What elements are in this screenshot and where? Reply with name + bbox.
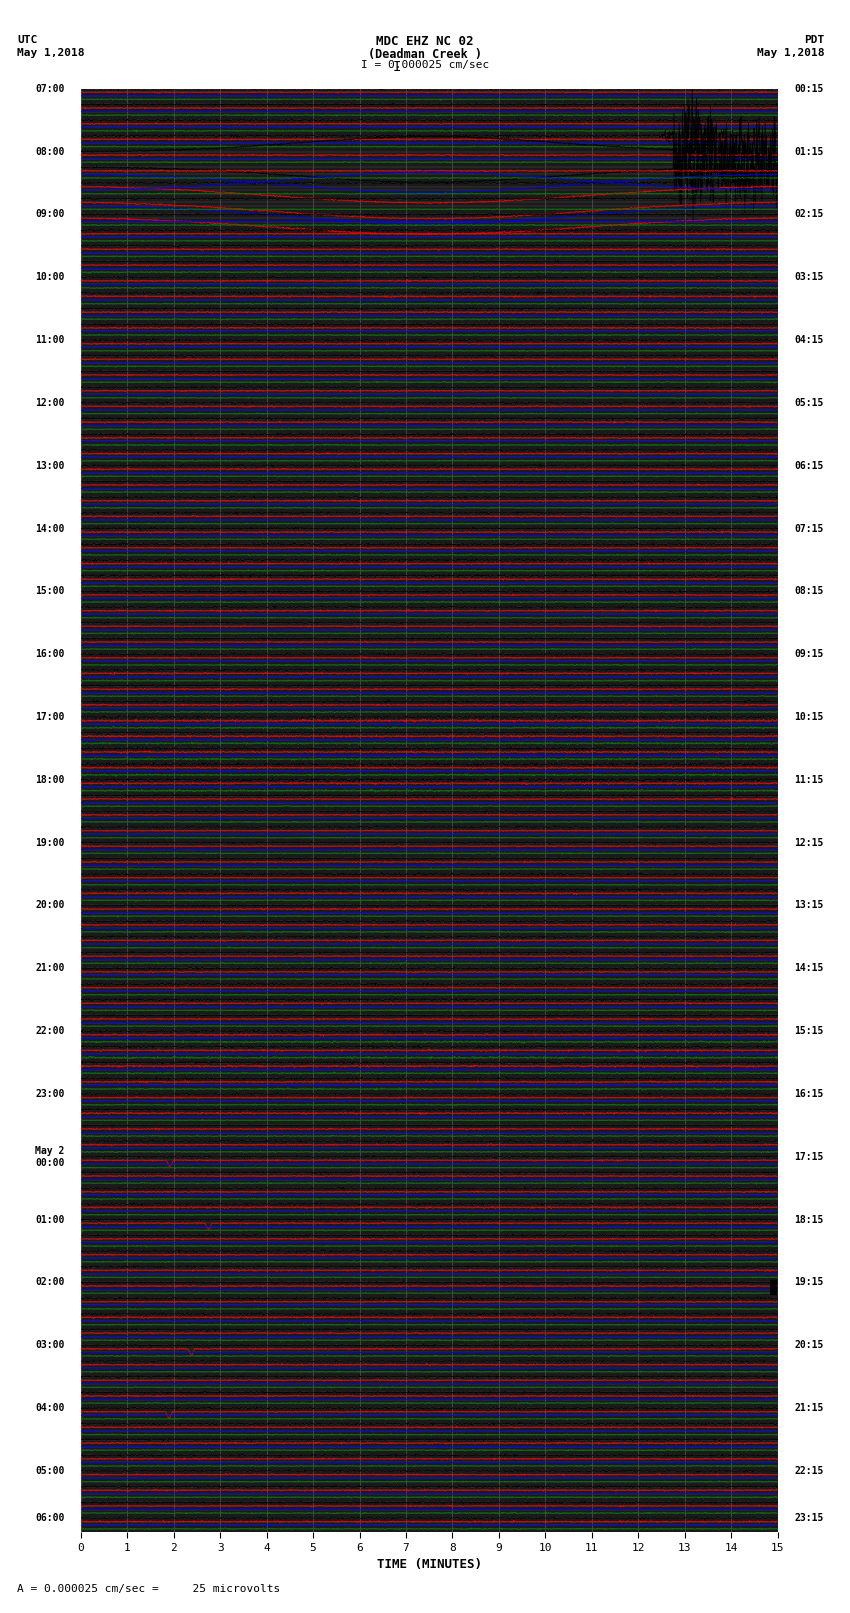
Text: 01:15: 01:15 — [794, 147, 824, 156]
Text: PDT: PDT — [804, 35, 824, 45]
Text: May 2
00:00: May 2 00:00 — [35, 1145, 65, 1168]
Text: 03:15: 03:15 — [794, 273, 824, 282]
Text: 12:00: 12:00 — [35, 398, 65, 408]
Text: 15:00: 15:00 — [35, 587, 65, 597]
Text: 23:15: 23:15 — [794, 1513, 824, 1523]
Text: 21:15: 21:15 — [794, 1403, 824, 1413]
Text: 15:15: 15:15 — [794, 1026, 824, 1036]
Text: 21:00: 21:00 — [35, 963, 65, 973]
Text: 12:15: 12:15 — [794, 837, 824, 848]
Text: 19:15: 19:15 — [794, 1277, 824, 1287]
Text: 11:15: 11:15 — [794, 774, 824, 786]
Text: 05:15: 05:15 — [794, 398, 824, 408]
Text: 07:00: 07:00 — [35, 84, 65, 94]
Text: 06:00: 06:00 — [35, 1513, 65, 1523]
Text: 22:15: 22:15 — [794, 1466, 824, 1476]
Text: May 1,2018: May 1,2018 — [17, 48, 84, 58]
Text: 20:00: 20:00 — [35, 900, 65, 910]
Text: I: I — [393, 60, 401, 74]
Text: 22:00: 22:00 — [35, 1026, 65, 1036]
Text: 11:00: 11:00 — [35, 336, 65, 345]
Text: 19:00: 19:00 — [35, 837, 65, 848]
Text: 17:15: 17:15 — [794, 1152, 824, 1161]
Text: 01:00: 01:00 — [35, 1215, 65, 1224]
Text: 02:00: 02:00 — [35, 1277, 65, 1287]
Text: 06:15: 06:15 — [794, 461, 824, 471]
Text: 10:00: 10:00 — [35, 273, 65, 282]
Text: 04:00: 04:00 — [35, 1403, 65, 1413]
Text: 04:15: 04:15 — [794, 336, 824, 345]
Text: 08:00: 08:00 — [35, 147, 65, 156]
Text: 05:00: 05:00 — [35, 1466, 65, 1476]
Text: 09:00: 09:00 — [35, 210, 65, 219]
Text: 07:15: 07:15 — [794, 524, 824, 534]
Text: 03:00: 03:00 — [35, 1340, 65, 1350]
Text: 18:00: 18:00 — [35, 774, 65, 786]
Text: 23:00: 23:00 — [35, 1089, 65, 1098]
Text: MDC EHZ NC 02: MDC EHZ NC 02 — [377, 35, 473, 48]
Text: May 1,2018: May 1,2018 — [757, 48, 824, 58]
Text: (Deadman Creek ): (Deadman Creek ) — [368, 48, 482, 61]
Text: 13:00: 13:00 — [35, 461, 65, 471]
Text: 13:15: 13:15 — [794, 900, 824, 910]
Text: 02:15: 02:15 — [794, 210, 824, 219]
Text: UTC: UTC — [17, 35, 37, 45]
Text: 10:15: 10:15 — [794, 711, 824, 723]
Text: I = 0.000025 cm/sec: I = 0.000025 cm/sec — [361, 60, 489, 69]
Text: 20:15: 20:15 — [794, 1340, 824, 1350]
Text: 14:15: 14:15 — [794, 963, 824, 973]
X-axis label: TIME (MINUTES): TIME (MINUTES) — [377, 1558, 482, 1571]
Text: 09:15: 09:15 — [794, 648, 824, 660]
Text: 16:00: 16:00 — [35, 648, 65, 660]
Text: 17:00: 17:00 — [35, 711, 65, 723]
Text: 08:15: 08:15 — [794, 587, 824, 597]
Text: 18:15: 18:15 — [794, 1215, 824, 1224]
Text: 00:15: 00:15 — [794, 84, 824, 94]
Text: 16:15: 16:15 — [794, 1089, 824, 1098]
Text: 14:00: 14:00 — [35, 524, 65, 534]
Text: A = 0.000025 cm/sec =     25 microvolts: A = 0.000025 cm/sec = 25 microvolts — [17, 1584, 280, 1594]
